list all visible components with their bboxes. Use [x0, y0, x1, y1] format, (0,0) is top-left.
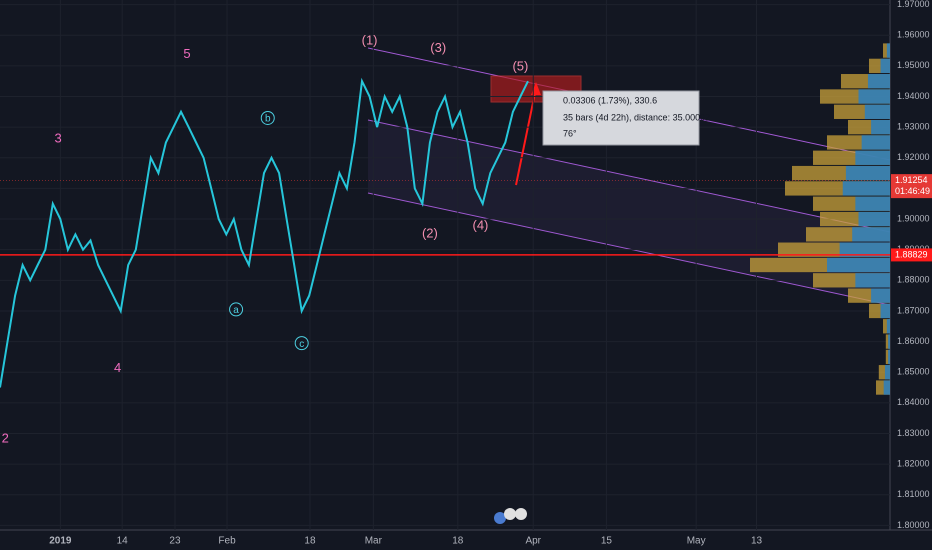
volume-bar-inner — [861, 135, 890, 150]
x-tick-label: 23 — [169, 536, 181, 547]
y-tick-label: 1.90000 — [897, 213, 930, 223]
x-tick-label: 18 — [304, 536, 316, 547]
x-tick-label: 15 — [601, 536, 613, 547]
volume-bar-inner — [871, 288, 890, 303]
x-tick-label: 2019 — [49, 536, 72, 547]
volume-bar — [883, 319, 890, 334]
volume-bar-inner — [888, 349, 890, 365]
volume-bar-inner — [864, 104, 890, 119]
x-tick-label: 13 — [751, 536, 763, 547]
wave-label: (1) — [362, 32, 378, 47]
toolbar-icons[interactable] — [494, 508, 527, 524]
y-tick-label: 1.83000 — [897, 428, 930, 438]
wave-label: (5) — [512, 58, 528, 73]
wave-label: 5 — [183, 46, 190, 61]
y-tick-label: 1.96000 — [897, 30, 930, 40]
wave-label: 2 — [2, 431, 9, 446]
wave-label-circle — [260, 110, 275, 125]
volume-bar-inner — [827, 257, 890, 273]
price-label-box — [891, 248, 932, 262]
wave-label: 4 — [114, 360, 121, 375]
wave-label: a — [233, 305, 239, 316]
volume-bar-inner — [883, 380, 890, 395]
countdown: 01:46:49 — [895, 186, 930, 196]
wave-label: (4) — [473, 218, 489, 233]
price-label: 1.88829 — [895, 249, 928, 259]
price-label-box — [891, 174, 932, 199]
arrow — [515, 87, 537, 186]
wave-label-circle — [229, 302, 244, 317]
wave-label: (2) — [422, 225, 438, 240]
volume-bar — [878, 365, 890, 380]
y-tick-label: 1.80000 — [897, 520, 930, 530]
x-tick-label: Apr — [525, 536, 541, 547]
measure-tooltip: 0.03306 (1.73%), 330.6 35 bars (4d 22h),… — [542, 90, 710, 146]
volume-bar-inner — [852, 227, 890, 242]
volume-bar-inner — [880, 58, 890, 74]
x-tick-label: Mar — [365, 536, 383, 547]
y-tick-label: 1.92000 — [897, 152, 930, 162]
wave-label: c — [299, 339, 304, 350]
volume-bar-inner — [884, 365, 890, 380]
volume-bar-inner — [871, 119, 890, 135]
volume-bar — [885, 349, 890, 365]
volume-bar-inner — [855, 273, 890, 288]
y-tick-label: 1.84000 — [897, 397, 930, 407]
x-tick-label: 18 — [452, 536, 464, 547]
volume-bar-inner — [855, 150, 890, 165]
wave-label: (3) — [430, 40, 446, 55]
volume-bar — [883, 43, 890, 58]
volume-bar-inner — [845, 165, 890, 181]
wave-label-circle — [294, 336, 309, 351]
icon[interactable] — [504, 508, 516, 520]
price-label: 1.91254 — [895, 175, 928, 185]
y-tick-label: 1.82000 — [897, 459, 930, 469]
y-tick-label: 1.95000 — [897, 60, 930, 70]
icon[interactable] — [494, 512, 506, 524]
volume-bar-inner — [880, 303, 890, 319]
price-line-series — [0, 77, 529, 388]
volume-bar-inner — [855, 196, 890, 211]
y-tick-label: 1.85000 — [897, 367, 930, 377]
volume-bar-inner — [867, 74, 890, 89]
volume-bar-inner — [842, 181, 890, 196]
volume-bar-inner — [886, 43, 890, 58]
volume-bar-inner — [858, 211, 890, 227]
tooltip-box — [542, 90, 700, 146]
x-tick-label: May — [687, 536, 706, 547]
wave-label: 3 — [54, 130, 61, 145]
x-tick-label: 14 — [117, 536, 129, 547]
icon[interactable] — [515, 508, 527, 520]
y-tick-label: 1.86000 — [897, 336, 930, 346]
y-tick-label: 1.93000 — [897, 122, 930, 132]
volume-bar-inner — [858, 89, 890, 104]
volume-bar-inner — [839, 242, 890, 257]
x-tick-label: Feb — [218, 536, 236, 547]
volume-bar-inner — [888, 334, 890, 349]
y-tick-label: 1.94000 — [897, 91, 930, 101]
tooltip-line: 0.03306 (1.73%), 330.6 — [563, 95, 657, 105]
y-tick-label: 1.88000 — [897, 275, 930, 285]
tooltip-line: 35 bars (4d 22h), distance: 35.00002 — [563, 112, 710, 122]
volume-bar-inner — [886, 319, 890, 334]
y-tick-label: 1.87000 — [897, 305, 930, 315]
y-tick-label: 1.97000 — [897, 0, 930, 9]
volume-bar — [885, 334, 890, 349]
y-tick-label: 1.81000 — [897, 489, 930, 499]
wave-label: b — [265, 114, 271, 125]
tooltip-line: 76° — [563, 128, 577, 138]
